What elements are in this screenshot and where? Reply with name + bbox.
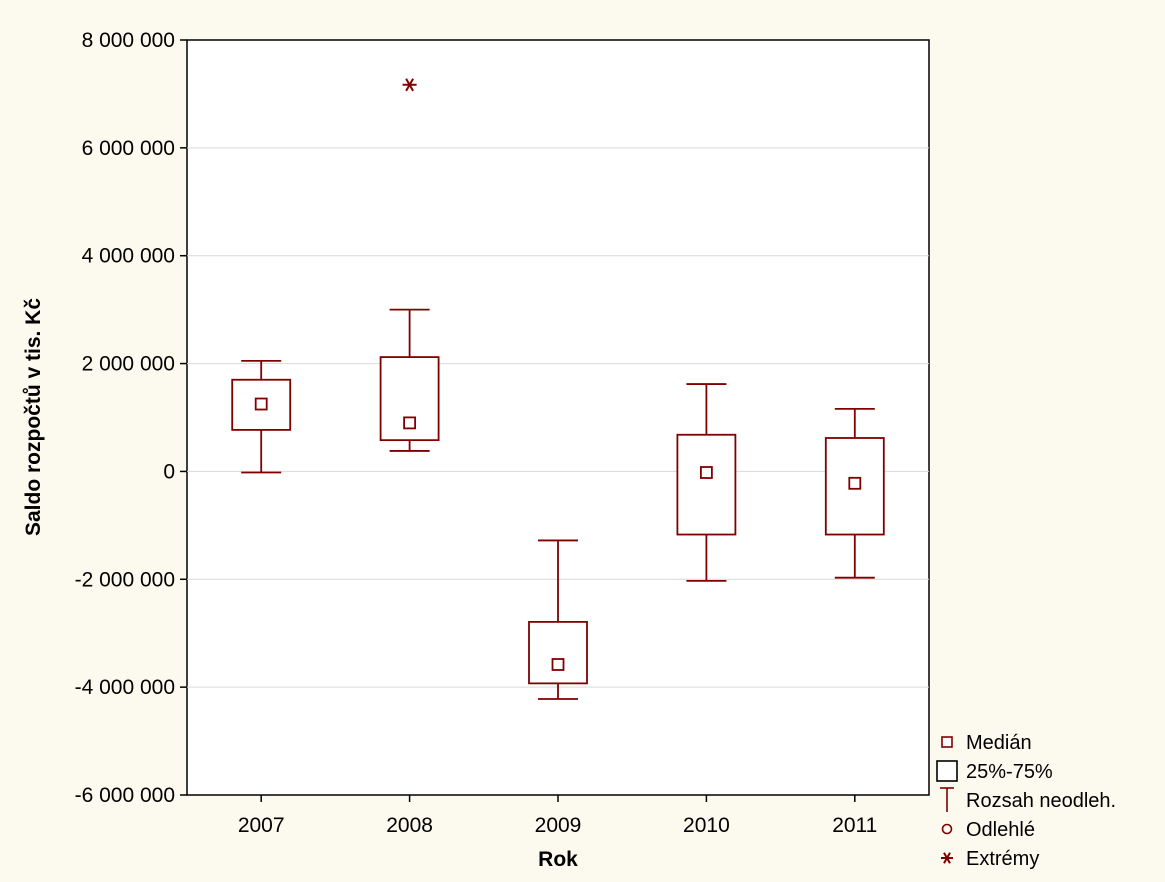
box-2010 — [676, 383, 737, 582]
extreme-marker-stroke — [943, 852, 951, 864]
legend-item-outlier: Odlehlé — [941, 819, 1035, 841]
legend-extreme-icon — [941, 852, 953, 864]
y-tick-label: 2 000 000 — [82, 353, 175, 376]
x-tick-label: 2009 — [535, 814, 582, 837]
median-marker — [254, 397, 268, 411]
extreme-marker-stroke — [405, 78, 414, 92]
y-tick-label: 0 — [163, 460, 175, 483]
median-marker — [403, 416, 417, 430]
y-axis: -6 000 000 -4 000 000 -2 000 000 0 2 000 000… — [75, 29, 187, 807]
x-axis: 2007 2008 2009 2010 2011 — [238, 795, 877, 837]
legend-label: Odlehlé — [966, 819, 1035, 841]
y-axis-title: Saldo rozpočtů v tis. Kč — [22, 298, 45, 536]
x-tick-label: 2007 — [238, 814, 285, 837]
legend-label: Medián — [966, 732, 1032, 754]
y-tick-label: 4 000 000 — [82, 245, 175, 268]
extreme-marker — [402, 78, 417, 92]
box-2009 — [528, 539, 588, 700]
legend-item-extreme: Extrémy — [941, 848, 1039, 870]
x-tick-label: 2008 — [386, 814, 433, 837]
y-tick-label: -6 000 000 — [75, 784, 175, 807]
x-tick-label: 2011 — [832, 814, 877, 837]
boxes — [231, 78, 885, 700]
median-marker — [848, 476, 862, 490]
y-tick-label: 6 000 000 — [82, 137, 175, 160]
legend-label: 25%-75% — [966, 761, 1053, 783]
y-tick-label: 8 000 000 — [82, 29, 175, 52]
legend-median-icon — [941, 736, 953, 748]
box-2011 — [824, 407, 885, 579]
legend-item-whisker: Rozsah neodleh. — [940, 787, 1116, 812]
legend-box-icon — [936, 760, 958, 782]
iqr-box — [676, 433, 737, 536]
x-axis-title: Rok — [538, 848, 578, 871]
legend-label: Rozsah neodleh. — [966, 790, 1116, 812]
grid-lines — [187, 147, 929, 688]
legend-item-median: Medián — [941, 732, 1032, 754]
box-2007 — [231, 359, 292, 474]
legend-label: Extrémy — [966, 848, 1039, 870]
iqr-box — [528, 620, 588, 685]
median-marker — [700, 466, 713, 479]
legend-outlier-icon — [941, 823, 953, 835]
box-2008 — [379, 78, 440, 452]
x-tick-label: 2010 — [683, 814, 730, 837]
legend-item-box: 25%-75% — [936, 760, 1053, 783]
legend: Medián 25%-75% Rozsah neodleh. Odlehlé Extré… — [936, 732, 1116, 870]
y-tick-label: -2 000 000 — [75, 568, 175, 591]
median-marker — [551, 658, 565, 671]
y-tick-label: -4 000 000 — [75, 676, 175, 699]
